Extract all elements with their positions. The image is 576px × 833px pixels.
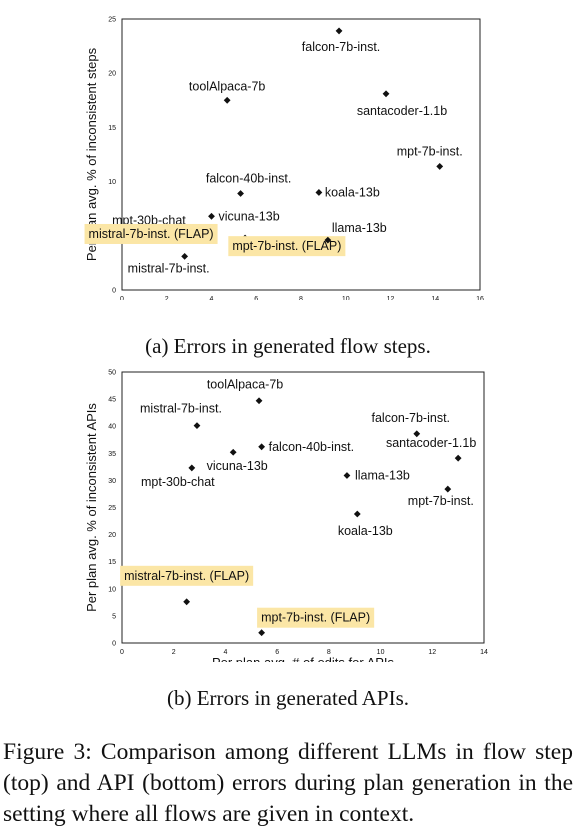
x-tick-label: 4 xyxy=(210,296,214,300)
x-tick-label: 2 xyxy=(172,649,176,656)
x-tick-label: 14 xyxy=(431,296,439,300)
chart-a: 02468101214160510152025Per plan avg. # o… xyxy=(0,0,576,319)
data-point-marker xyxy=(324,236,332,244)
y-tick-label: 15 xyxy=(108,559,116,566)
point-label: falcon-40b-inst. xyxy=(206,172,291,186)
point-label: falcon-7b-inst. xyxy=(302,40,381,54)
y-tick-label: 20 xyxy=(108,71,116,78)
data-point-marker xyxy=(454,454,462,462)
y-tick-label: 30 xyxy=(108,478,116,485)
data-point-marker xyxy=(258,629,266,637)
y-axis-label: Per plan avg. % of inconsistent steps xyxy=(84,47,99,261)
data-point-marker xyxy=(315,189,323,196)
data-point-marker xyxy=(436,163,444,170)
point-label: vicuna-13b xyxy=(207,459,268,473)
point-label: mpt-7b-inst. xyxy=(408,494,474,508)
y-tick-label: 25 xyxy=(108,17,116,24)
point-label: llama-13b xyxy=(332,221,387,235)
x-tick-label: 16 xyxy=(476,296,484,300)
data-point-marker xyxy=(237,190,244,197)
point-label: vicuna-13b xyxy=(219,209,280,223)
point-label: toolAlpaca-7b xyxy=(207,378,283,392)
y-tick-label: 5 xyxy=(112,613,116,620)
point-label: llama-13b xyxy=(355,469,410,483)
highlighted-point-label: mpt-7b-inst. (FLAP) xyxy=(261,611,370,625)
highlighted-point-label: mpt-7b-inst. (FLAP) xyxy=(232,239,341,253)
chart-b-svg: 0 2 4 6 8 10 12 14 0 5 10 15 20 25 30 35 40 45 50 Per plan … xyxy=(84,370,488,671)
figure-caption: Figure 3: Comparison among different LLM… xyxy=(3,739,573,827)
highlighted-point-label: mistral-7b-inst. (FLAP) xyxy=(89,227,214,241)
y-tick-label: 20 xyxy=(108,532,116,539)
data-point-marker xyxy=(353,510,361,518)
chart-a-caption: (a) Errors in generated flow steps. xyxy=(145,334,431,358)
point-label: toolAlpaca-7b xyxy=(189,79,265,93)
y-tick-label: 45 xyxy=(108,397,116,404)
highlight-box xyxy=(228,236,346,257)
data-point-marker xyxy=(335,27,343,35)
y-tick-label: 35 xyxy=(108,451,116,458)
plot-frame xyxy=(121,371,485,644)
y-tick-label: 40 xyxy=(108,424,116,431)
data-point-marker xyxy=(223,96,231,104)
data-point-marker xyxy=(343,472,351,479)
data-point-marker xyxy=(255,397,263,405)
point-label: mpt-30b-chat xyxy=(112,213,186,227)
y-tick-label: 10 xyxy=(108,179,116,186)
highlighted-point-label: mistral-7b-inst. (FLAP) xyxy=(124,569,249,583)
chart-b-caption: (b) Errors in generated APIs. xyxy=(166,686,409,710)
x-tick-label: 12 xyxy=(428,649,436,656)
data-point-marker xyxy=(181,252,189,260)
chart-b: 0 2 4 6 8 10 12 14 0 5 10 15 20 25 30 35 40 45 50 Per plan … xyxy=(0,362,576,671)
data-point-marker xyxy=(229,448,237,456)
chart-a-svg: 02468101214160510152025Per plan avg. # o… xyxy=(84,17,484,319)
plot-frame xyxy=(121,18,481,291)
point-label: koala-13b xyxy=(338,524,393,538)
data-point-marker xyxy=(193,422,201,430)
point-label: falcon-40b-inst. xyxy=(269,440,354,454)
highlight-box xyxy=(257,607,375,628)
x-tick-label: 14 xyxy=(480,649,488,656)
x-tick-label: 0 xyxy=(120,296,124,300)
x-tick-label: 6 xyxy=(275,649,279,656)
x-axis-label: Per plan avg. # of edits for APIs xyxy=(212,655,395,662)
x-tick-label: 6 xyxy=(254,296,258,300)
x-tick-label: 10 xyxy=(342,296,350,300)
y-tick-label: 50 xyxy=(108,370,116,377)
x-tick-label: 4 xyxy=(223,649,227,656)
y-tick-label: 15 xyxy=(108,125,116,132)
highlight-box xyxy=(84,223,218,244)
y-tick-label: 25 xyxy=(108,505,116,512)
highlight-box xyxy=(120,565,254,586)
x-tick-label: 12 xyxy=(387,296,395,300)
x-tick-label: 8 xyxy=(327,649,331,656)
data-point-marker xyxy=(444,485,452,493)
data-point-marker xyxy=(208,212,215,220)
point-label: mistral-7b-inst. xyxy=(140,402,222,416)
point-label: mistral-7b-inst. xyxy=(128,261,210,275)
y-tick-label: 10 xyxy=(108,586,116,593)
y-tick-label: 0 xyxy=(112,641,116,648)
point-label: falcon-7b-inst. xyxy=(372,411,451,425)
data-point-marker xyxy=(413,430,421,438)
data-point-marker xyxy=(258,443,266,451)
point-label: mpt-7b-inst. xyxy=(397,144,463,158)
x-tick-label: 10 xyxy=(377,649,385,656)
point-label: santacoder-1.1b xyxy=(357,104,447,118)
x-tick-label: 2 xyxy=(165,296,169,300)
data-point-marker xyxy=(382,90,390,98)
point-label: koala-13b xyxy=(325,185,380,199)
y-tick-label: 0 xyxy=(112,288,116,295)
point-label: mpt-30b-chat xyxy=(141,475,215,489)
data-point-marker xyxy=(183,598,191,606)
x-tick-label: 0 xyxy=(120,649,124,656)
x-tick-label: 8 xyxy=(299,296,303,300)
y-axis-label: Per plan avg. % of inconsistent APIs xyxy=(84,403,99,612)
data-point-marker xyxy=(188,464,196,472)
point-label: santacoder-1.1b xyxy=(386,436,476,450)
